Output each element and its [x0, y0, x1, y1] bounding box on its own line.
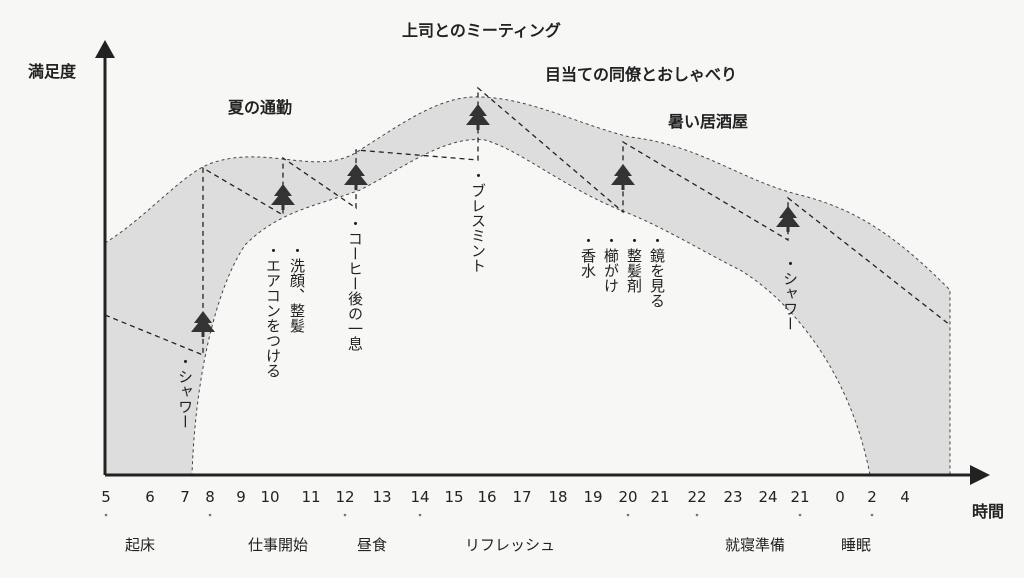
- period-label: 昼食: [357, 536, 387, 554]
- event-bar: 暑い居酒屋: [667, 112, 748, 131]
- hour-tick-label: 11: [301, 488, 320, 506]
- hour-tick-label: 21: [650, 488, 669, 506]
- y-axis-label: 満足度: [28, 62, 77, 81]
- tree-icon: [776, 206, 800, 232]
- hour-tick-label: 8: [205, 488, 215, 506]
- period-label: 仕事開始: [248, 536, 308, 554]
- note-breath-mint: ・ブレスミント: [469, 168, 487, 273]
- note-perfume: ・香水: [579, 233, 597, 278]
- hour-tick-label: 0: [835, 488, 845, 506]
- note-styling: ・整髪剤: [625, 233, 643, 294]
- note-aircon: ・エアコンをつける: [264, 243, 282, 378]
- tree-icon: [611, 164, 635, 190]
- hour-tick-label: 18: [548, 488, 567, 506]
- period-label: 睡眠: [841, 536, 871, 554]
- note-wash-face: ・洗顔、整髪: [288, 243, 306, 333]
- event-boss-meeting: 上司とのミーティング: [402, 21, 561, 40]
- hour-tick-label: 19: [583, 488, 602, 506]
- event-chat: 目当ての同僚とおしゃべり: [545, 65, 737, 84]
- x-axis-label: 時間: [972, 502, 1004, 521]
- hour-tick-label: 15: [444, 488, 463, 506]
- tick-dot: [695, 513, 699, 517]
- hour-tick-label: 6: [145, 488, 155, 506]
- hour-tick-label: 13: [372, 488, 391, 506]
- y-axis-arrow: [95, 40, 115, 58]
- tree-icon: [466, 104, 490, 130]
- hour-tick-label: 5: [101, 488, 111, 506]
- tick-dot: [104, 513, 108, 517]
- note-comb: ・櫛がけ: [602, 233, 620, 293]
- hour-tick-label: 22: [687, 488, 706, 506]
- hour-tick-label: 21: [790, 488, 809, 506]
- event-commute: 夏の通勤: [227, 98, 292, 117]
- satisfaction-band: [104, 96, 951, 476]
- hour-tick-label: 24: [758, 488, 777, 506]
- hour-tick-label: 16: [477, 488, 496, 506]
- hour-tick-label: 23: [723, 488, 742, 506]
- period-label: 起床: [125, 536, 155, 554]
- tick-dot: [798, 513, 802, 517]
- action-notes: ・シャワー・洗顔、整髪・エアコンをつける ・コーヒー後の一息 ・ブレスミント ・香水・…: [176, 168, 799, 429]
- hour-tick-label: 14: [410, 488, 429, 506]
- tick-dot: [870, 513, 874, 517]
- tree-icon: [191, 311, 215, 337]
- period-label: 就寝準備: [725, 536, 785, 554]
- period-label: リフレッシュ: [465, 536, 555, 554]
- note-coffee: ・コーヒー後の一息: [346, 216, 364, 351]
- tree-icon: [271, 184, 295, 210]
- tree-icon: [344, 164, 368, 190]
- hour-tick-label: 10: [260, 488, 279, 506]
- hour-tick-label: 7: [180, 488, 190, 506]
- tick-dot: [343, 513, 347, 517]
- note-shower-morning: ・シャワー: [176, 354, 194, 429]
- x-axis-arrow: [970, 465, 990, 485]
- hour-tick-label: 4: [900, 488, 910, 506]
- hour-tick-label: 17: [512, 488, 531, 506]
- tree-icons: [191, 104, 800, 337]
- note-mirror: ・鏡を見る: [648, 233, 666, 308]
- hour-ticks: 5 6 7 8 9 10 11 12 13 14 15 16 17 18 19 20 21 22 23 24 21 0 2 4: [101, 488, 910, 517]
- satisfaction-line: [104, 86, 951, 356]
- tick-dot: [626, 513, 630, 517]
- hour-tick-label: 20: [618, 488, 637, 506]
- hour-tick-label: 2: [867, 488, 877, 506]
- tick-dot: [208, 513, 212, 517]
- hour-tick-label: 12: [335, 488, 354, 506]
- hour-tick-label: 9: [236, 488, 246, 506]
- note-shower-night: ・シャワー: [781, 256, 799, 331]
- tick-dot: [418, 513, 422, 517]
- period-labels: 起床 仕事開始 昼食 リフレッシュ 就寝準備 睡眠: [125, 536, 871, 554]
